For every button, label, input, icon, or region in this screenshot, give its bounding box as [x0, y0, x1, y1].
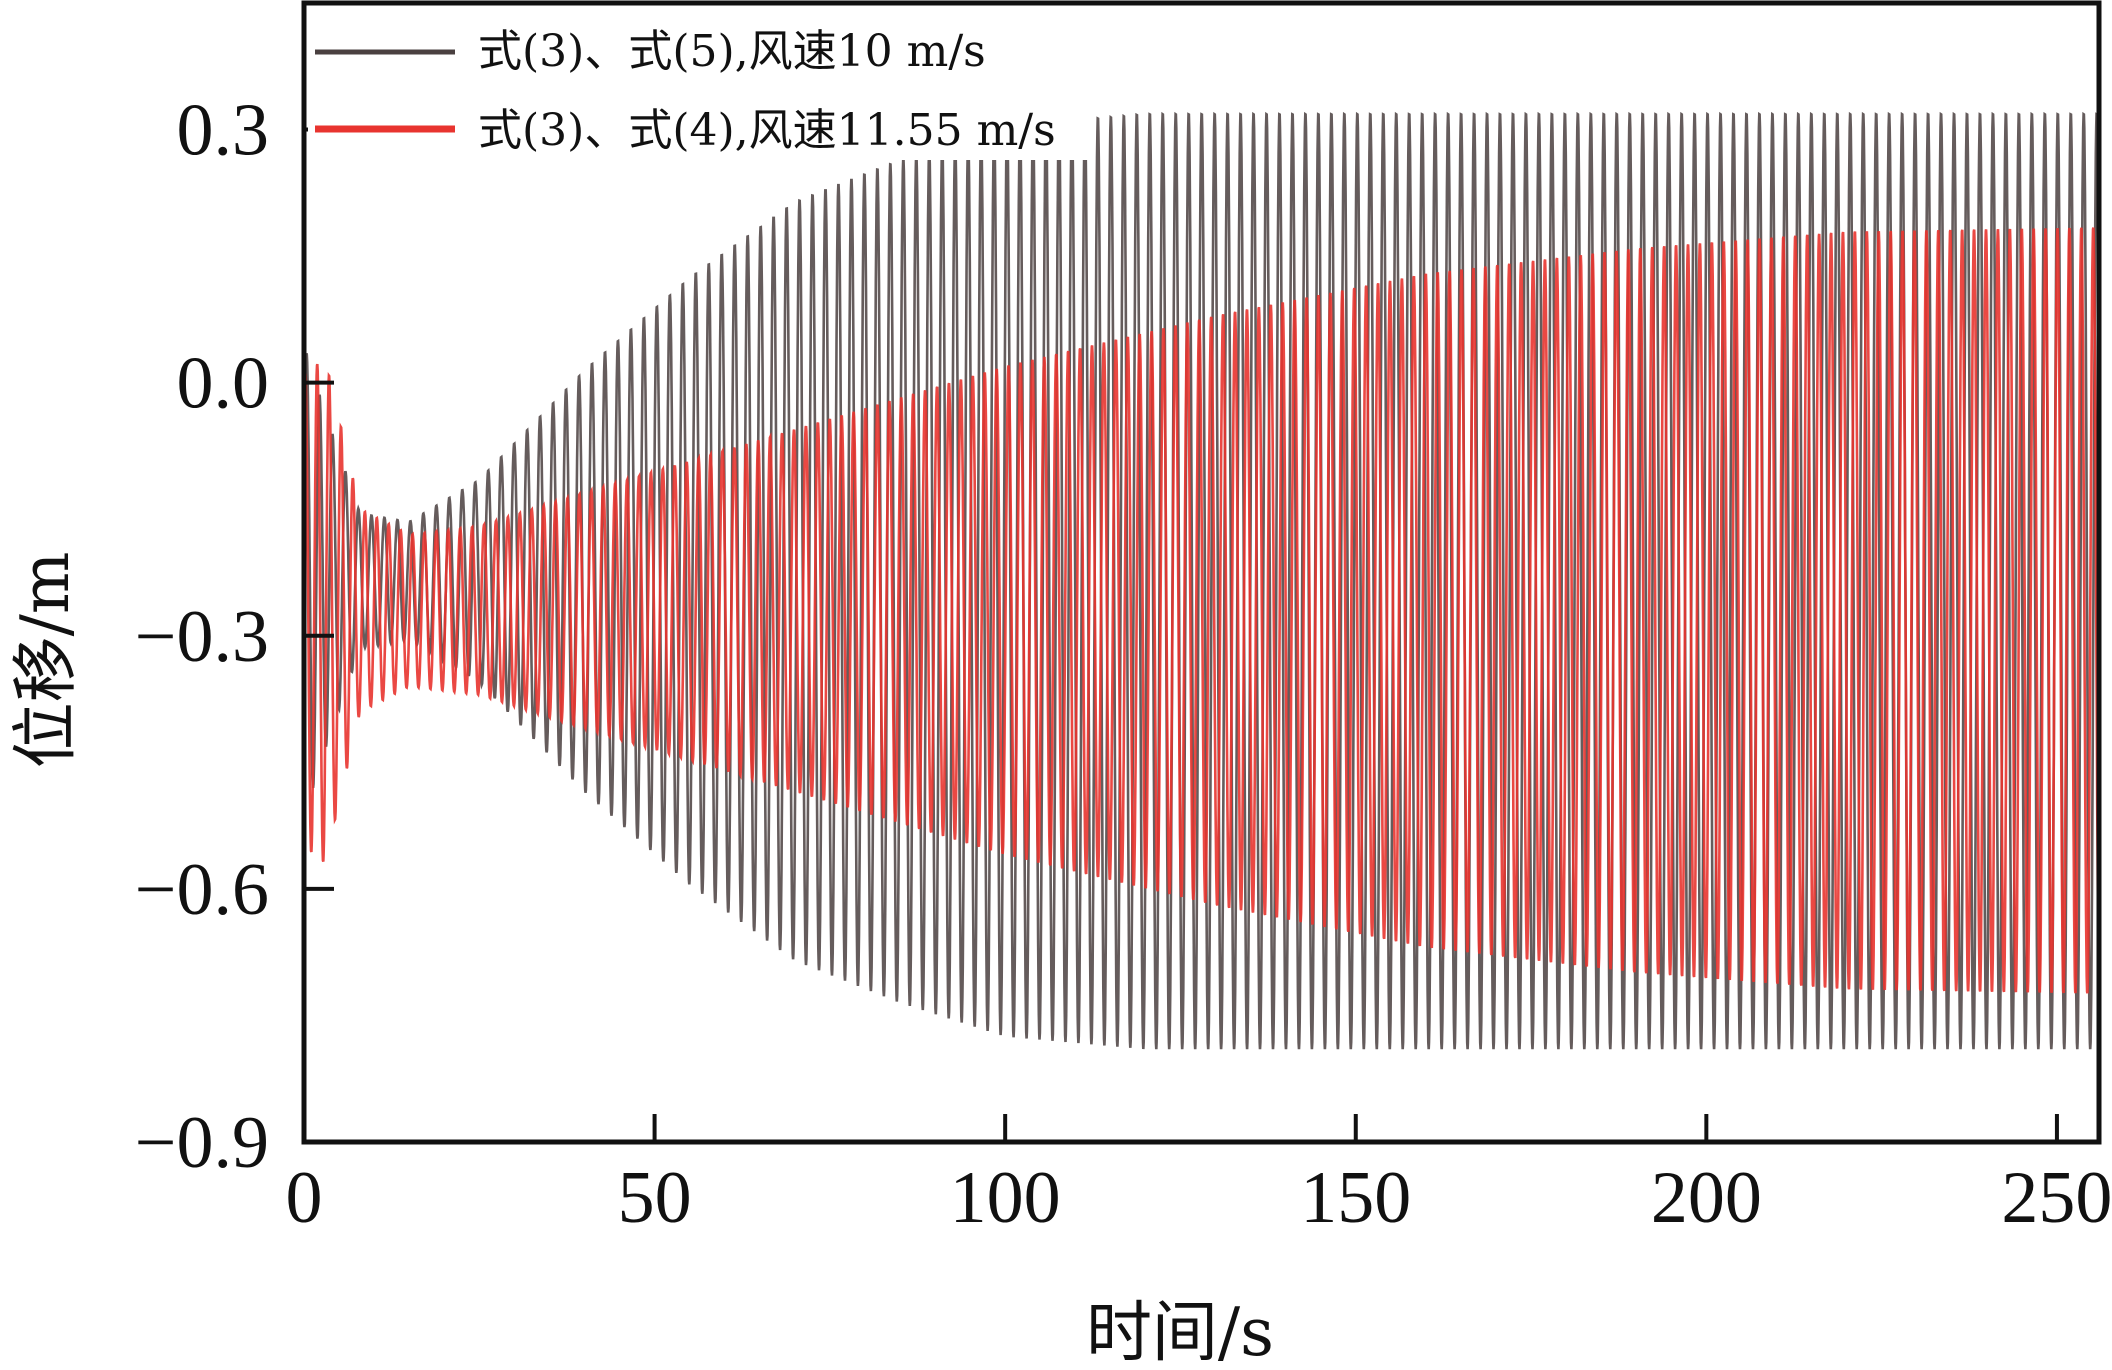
legend-background	[308, 20, 1088, 160]
y-tick-label: −0.3	[135, 596, 269, 678]
x-tick-label: 150	[1300, 1157, 1411, 1239]
x-tick-label: 200	[1651, 1157, 1762, 1239]
y-axis-title: 位移/m	[7, 552, 84, 769]
x-tick-label: 0	[286, 1157, 323, 1239]
plot-frame	[301, 0, 2102, 1145]
legend: 式(3)、式(5),风速10 m/s 式(3)、式(4),风速11.55 m/s	[308, 20, 1088, 160]
series-layer	[302, 111, 2100, 1050]
ticks-layer: 0 50 100 150 200 250 0.3 0.0 −0.3 −0.6 −0.9	[135, 90, 2112, 1239]
x-tick-label: 250	[2001, 1157, 2112, 1239]
series-line-2	[302, 227, 2100, 994]
legend-label-series-1: 式(3)、式(5),风速10 m/s	[478, 26, 986, 77]
y-tick-label: 0.0	[177, 343, 270, 425]
y-tick-label: 0.3	[177, 90, 270, 172]
y-tick-label: −0.6	[135, 849, 269, 931]
x-tick-label: 100	[950, 1157, 1061, 1239]
x-axis-title: 时间/s	[1086, 1294, 1274, 1370]
y-tick-label: −0.9	[135, 1102, 269, 1184]
series-line-1	[302, 111, 2100, 1050]
legend-label-series-2: 式(3)、式(4),风速11.55 m/s	[478, 105, 1056, 156]
x-tick-label: 50	[618, 1157, 692, 1239]
